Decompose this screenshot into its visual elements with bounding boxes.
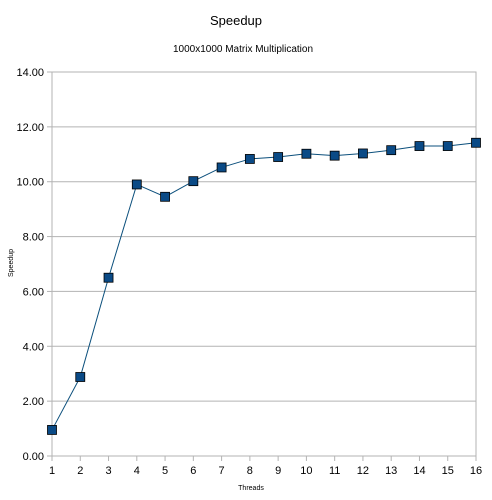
data-point-2 <box>75 372 86 382</box>
x-tick-label: 2 <box>77 465 83 477</box>
x-tick-label: 13 <box>385 465 397 477</box>
data-point-4 <box>131 179 142 190</box>
chart-title: Speedup <box>210 13 262 28</box>
y-tick-label: 2.00 <box>23 396 44 408</box>
grid-lines <box>52 71 476 457</box>
x-axis-ticks: 1 2 3 4 5 6 7 8 9 10 11 12 13 14 15 16 <box>49 456 482 477</box>
y-tick-label: 10.00 <box>16 177 44 189</box>
data-point-14 <box>414 141 425 151</box>
x-tick-label: 12 <box>357 465 369 477</box>
x-tick-label: 16 <box>470 465 482 477</box>
x-tick-label: 4 <box>134 465 140 477</box>
chart-subtitle: 1000x1000 Matrix Multiplication <box>173 44 313 55</box>
data-point-6 <box>188 176 199 187</box>
x-axis-label: Threads <box>238 485 264 492</box>
x-tick-label: 7 <box>219 465 225 477</box>
x-tick-label: 5 <box>162 465 168 477</box>
data-point-1 <box>47 425 57 435</box>
y-axis-label: Speedup <box>8 249 15 277</box>
x-tick-label: 15 <box>442 465 454 477</box>
data-point-3 <box>103 272 114 283</box>
x-tick-label: 6 <box>190 465 196 477</box>
x-tick-label: 10 <box>300 465 312 477</box>
y-tick-label: 12.00 <box>16 122 44 134</box>
x-tick-label: 9 <box>275 465 281 477</box>
x-tick-label: 3 <box>105 465 111 477</box>
series-line-0 <box>51 142 477 431</box>
plot-area <box>51 71 477 457</box>
y-tick-label: 0.00 <box>23 451 44 463</box>
data-point-16 <box>471 137 481 148</box>
y-tick-label: 14.00 <box>16 67 44 79</box>
x-tick-label: 11 <box>329 465 340 477</box>
y-tick-label: 8.00 <box>23 232 44 244</box>
x-tick-label: 14 <box>413 465 425 477</box>
y-tick-label: 6.00 <box>23 286 44 298</box>
y-tick-label: 4.00 <box>23 341 44 353</box>
data-point-12 <box>358 148 368 159</box>
data-point-11 <box>329 150 340 161</box>
data-point-7 <box>216 162 227 173</box>
series-group <box>47 137 481 435</box>
data-point-9 <box>273 152 284 162</box>
data-point-10 <box>301 148 312 159</box>
x-tick-label: 8 <box>247 465 253 477</box>
data-point-8 <box>244 154 255 164</box>
data-point-15 <box>442 141 453 151</box>
data-point-5 <box>160 191 170 202</box>
data-point-13 <box>386 145 397 156</box>
y-axis-ticks: 0.00 2.00 4.00 6.00 8.00 10.00 12.00 14.00 <box>16 67 52 463</box>
x-tick-label: 1 <box>49 465 55 477</box>
